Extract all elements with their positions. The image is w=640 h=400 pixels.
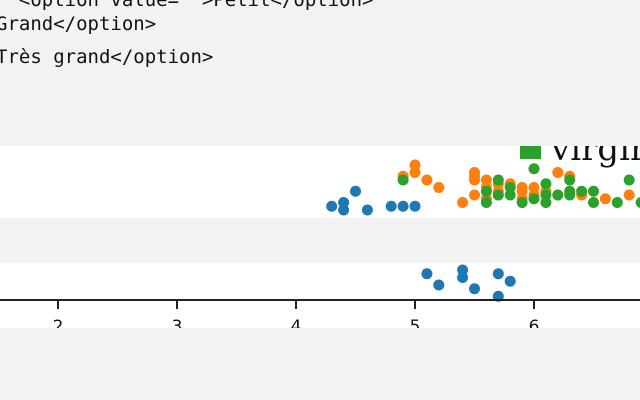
code-line: Très grand</option> xyxy=(0,46,214,68)
scatter-point xyxy=(564,174,576,186)
code-line: Grand</option> xyxy=(0,13,157,35)
legend-label: virginica xyxy=(550,146,640,169)
x-tick-label: 5 xyxy=(410,317,421,328)
scatter-point xyxy=(397,174,409,186)
scatter-point xyxy=(469,283,480,295)
scatter-point xyxy=(492,268,504,280)
x-tick-label: 4 xyxy=(291,317,302,328)
scatter-point xyxy=(504,275,516,287)
scatter-point xyxy=(588,185,599,197)
scatter-point xyxy=(623,174,635,186)
scatter-point xyxy=(457,264,469,276)
scatter-point xyxy=(516,197,528,208)
scatter-point xyxy=(350,185,361,197)
x-tick-label: 6 xyxy=(529,317,540,328)
scatter-point xyxy=(409,200,421,212)
scatter-point xyxy=(361,204,373,216)
scatter-point xyxy=(552,167,564,178)
chart-band-top: virginica xyxy=(0,146,640,218)
scatter-point xyxy=(421,174,433,186)
gap-strip xyxy=(0,328,640,400)
scatter-point xyxy=(528,163,540,175)
scatter-point xyxy=(385,200,397,212)
scatter-point xyxy=(540,197,552,208)
scatter-plot-top: virginica xyxy=(326,146,640,216)
scatter-plot-bottom: 2 3 4 5 6 xyxy=(0,264,640,328)
scatter-point xyxy=(504,189,516,201)
scatter-point xyxy=(469,189,480,201)
scatter-point xyxy=(397,200,409,212)
scatter-point xyxy=(421,268,433,280)
scatter-point xyxy=(457,197,469,208)
scatter-point xyxy=(623,189,635,201)
scatter-point xyxy=(469,174,480,186)
chart-band-bottom: 2 3 4 5 6 xyxy=(0,263,640,328)
scatter-point xyxy=(528,193,540,205)
scatter-point xyxy=(564,189,576,201)
scatter-point xyxy=(326,200,338,212)
x-tick-label: 3 xyxy=(172,317,183,328)
scatter-point xyxy=(588,197,599,208)
scatter-point xyxy=(433,182,445,193)
scatter-point xyxy=(492,174,504,186)
scatter-point xyxy=(480,185,492,197)
code-line: <option value="">Petit</option> xyxy=(0,0,374,11)
code-snippet: <option value="">Petit</option> Grand</o… xyxy=(0,0,640,146)
gap-strip xyxy=(0,218,640,263)
scatter-point xyxy=(599,193,611,205)
scatter-point xyxy=(540,178,552,190)
x-tick-label: 2 xyxy=(53,317,64,328)
scatter-point xyxy=(433,279,445,291)
scatter-point xyxy=(338,204,350,216)
legend-swatch xyxy=(520,146,541,159)
scatter-point xyxy=(552,189,564,201)
scatter-point xyxy=(611,197,623,208)
scatter-point xyxy=(409,167,421,178)
scatter-point xyxy=(635,197,640,208)
scatter-point xyxy=(492,189,504,201)
scatter-point xyxy=(576,185,588,197)
scatter-point xyxy=(480,197,492,208)
